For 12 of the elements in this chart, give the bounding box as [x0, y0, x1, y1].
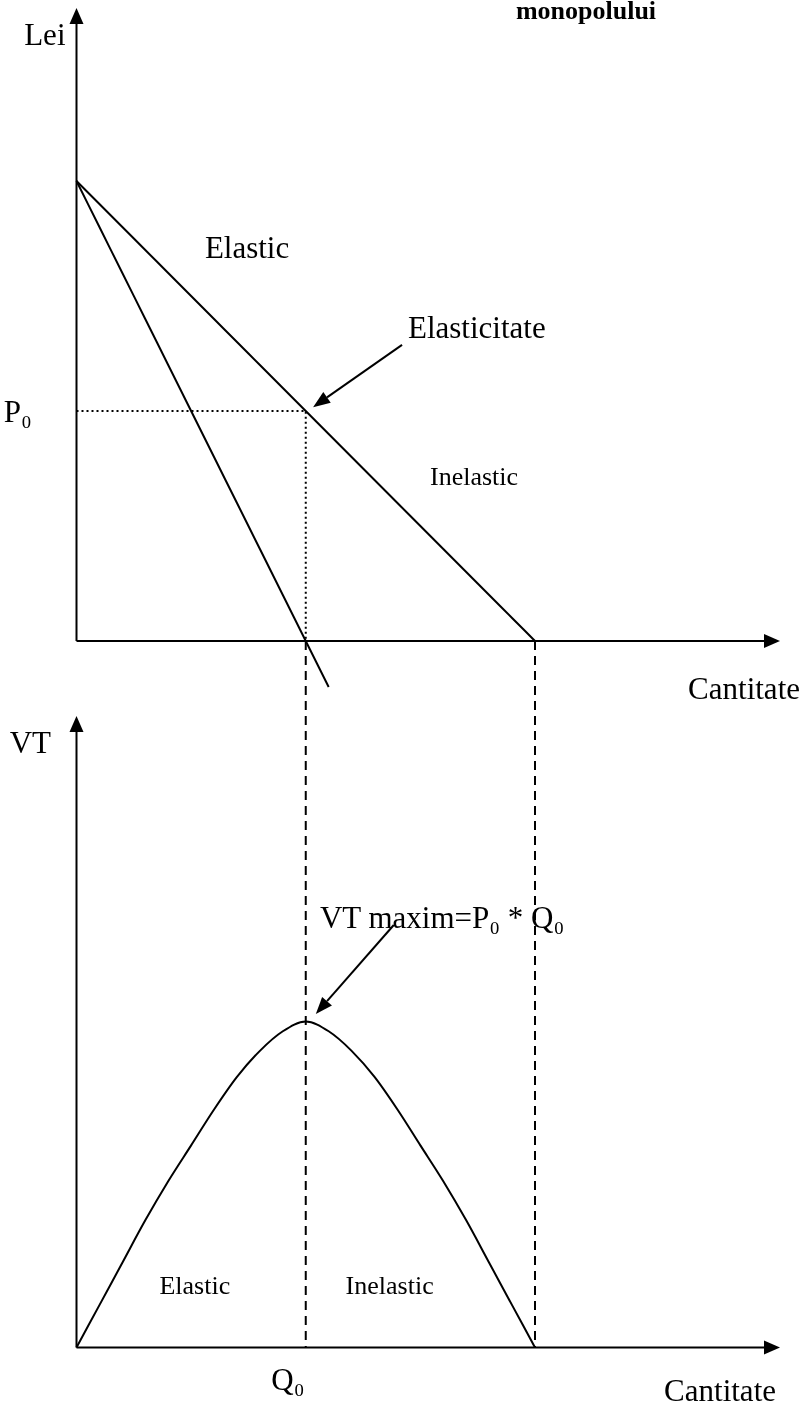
y-axis-title: Lei: [24, 17, 66, 53]
x-axis-title: Cantitate: [688, 671, 800, 706]
chart-title: monopolului: [515, 0, 657, 25]
text: Q₀: [271, 1362, 305, 1398]
annotation: Inelastic: [429, 461, 519, 491]
annotation: Inelastic: [345, 1270, 434, 1300]
annotation: Elastic: [159, 1270, 231, 1300]
annotation: Elastic: [204, 229, 290, 265]
y-axis-title: VT: [9, 725, 52, 761]
x-axis-title: Cantitate: [664, 1373, 776, 1405]
annotation: Elasticitate: [408, 309, 546, 345]
text: P₀: [3, 393, 32, 429]
